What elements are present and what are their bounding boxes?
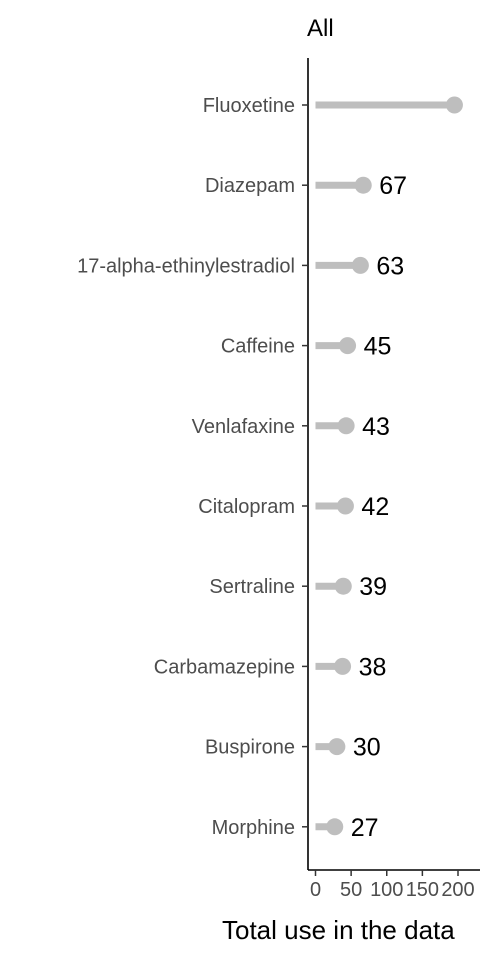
x-tick-label: 100 (370, 879, 403, 901)
data-label: 38 (359, 653, 387, 681)
chart-title: All (307, 15, 334, 42)
y-tick-label: Morphine (212, 817, 295, 839)
y-tick-label: Diazepam (205, 175, 295, 197)
lollipop-point (337, 417, 355, 435)
y-axis-ticks: Fluoxetine Diazepam 17-alpha-ethinylestrad… (77, 95, 308, 839)
x-axis-title: Total use in the data (222, 915, 455, 945)
y-tick-label: Caffeine (221, 336, 295, 358)
lollipop-point (354, 176, 372, 194)
y-tick-label: Buspirone (205, 737, 295, 759)
x-tick-label: 150 (406, 879, 439, 901)
y-tick-label: 17-alpha-ethinylestradiol (77, 255, 295, 277)
y-tick-label: Carbamazepine (154, 656, 295, 678)
x-tick-label: 200 (441, 879, 474, 901)
data-label: 42 (361, 493, 389, 521)
lollipop-point (328, 738, 346, 756)
lollipop-point (334, 657, 352, 675)
lollipop-point (351, 256, 369, 274)
lollipop-point (334, 577, 352, 595)
data-label: 67 (379, 172, 407, 200)
lollipop-point (339, 337, 357, 355)
data-label: 27 (351, 814, 379, 842)
y-tick-label: Citalopram (198, 496, 295, 518)
lollipop-point (445, 96, 463, 114)
data-label: 30 (353, 734, 381, 762)
chart-marks: 67 63 45 43 42 39 38 30 27 (315, 96, 463, 842)
x-tick-label: 0 (310, 879, 321, 901)
lollipop-point (336, 497, 354, 515)
y-tick-label: Venlafaxine (192, 416, 295, 438)
data-label: 43 (362, 413, 390, 441)
y-tick-label: Fluoxetine (203, 95, 295, 117)
lollipop-point (326, 818, 344, 836)
y-tick-label: Sertraline (209, 576, 295, 598)
data-label: 45 (364, 333, 392, 361)
data-label: 39 (359, 573, 387, 601)
data-label: 63 (376, 252, 404, 280)
x-tick-label: 50 (340, 879, 362, 901)
x-axis-ticks: 0 50 100 150 200 (310, 870, 475, 901)
